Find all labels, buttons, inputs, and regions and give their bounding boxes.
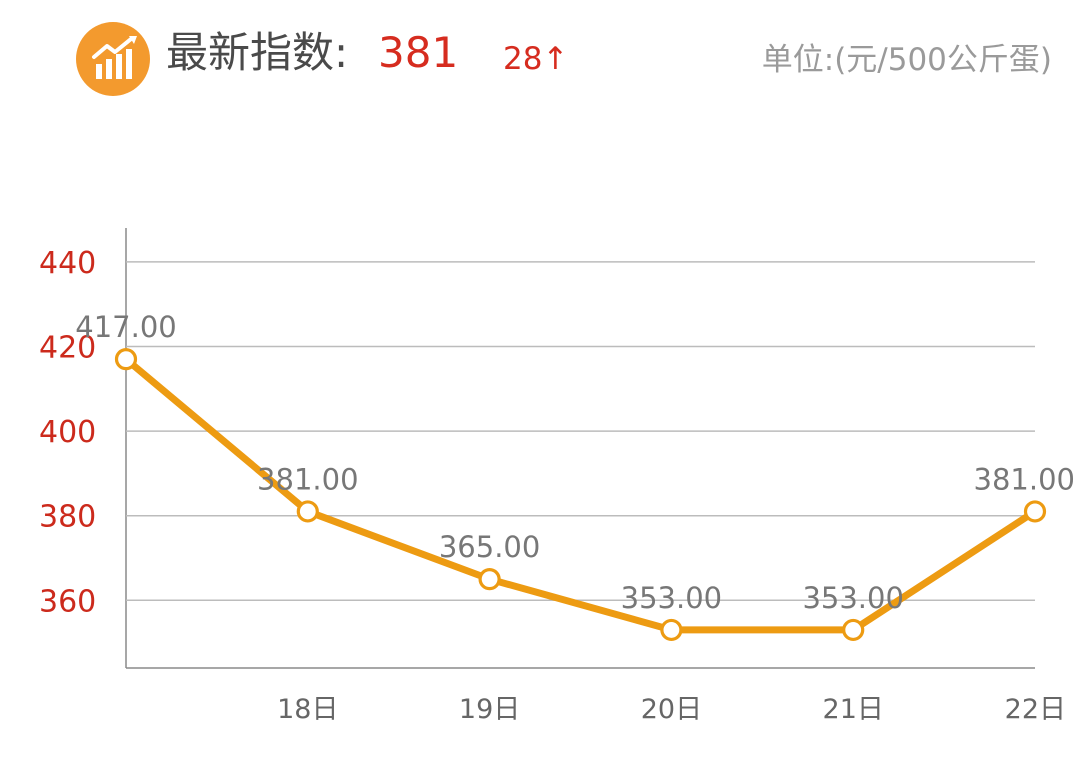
index-change: 28↑: [503, 41, 569, 77]
chart-header: 最新指数: 381 28↑ 单位:(元/500公斤蛋): [0, 0, 1080, 120]
data-label: 353.00: [621, 581, 722, 615]
x-tick-label: 22日: [1005, 694, 1066, 725]
x-tick-label: 20日: [641, 694, 702, 725]
y-tick-label: 440: [39, 246, 96, 281]
latest-index-label: 最新指数:: [166, 28, 349, 77]
data-point: [842, 618, 865, 642]
data-label: 353.00: [802, 581, 903, 615]
data-label: 381.00: [257, 462, 358, 496]
data-point: [660, 618, 683, 642]
latest-index-value: 381: [378, 28, 459, 77]
y-tick-label: 420: [39, 330, 96, 365]
y-tick-label: 380: [39, 500, 96, 535]
y-tick-label: 360: [39, 584, 96, 619]
bar-chart-trend-icon: [76, 22, 150, 96]
x-tick-label: 18日: [277, 694, 338, 725]
data-label: 381.00: [974, 462, 1075, 496]
y-tick-label: 400: [39, 415, 96, 450]
data-point: [296, 500, 319, 523]
data-point: [1023, 500, 1047, 523]
unit-label: 单位:(元/500公斤蛋): [761, 42, 1052, 78]
data-label: 365.00: [439, 530, 540, 564]
data-label: 417.00: [75, 310, 176, 344]
data-point: [114, 348, 138, 371]
x-tick-label: 21日: [823, 694, 884, 725]
data-point: [478, 568, 501, 591]
series-line: [122, 355, 1039, 634]
x-tick-label: 19日: [459, 694, 520, 725]
